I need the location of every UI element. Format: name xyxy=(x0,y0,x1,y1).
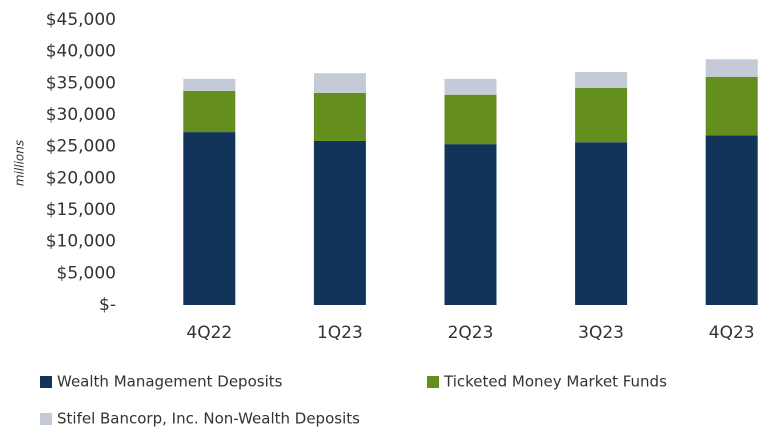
x-tick-label: 1Q23 xyxy=(317,323,363,343)
legend-label: Wealth Management Deposits xyxy=(57,373,283,391)
bar-segment xyxy=(575,142,628,305)
y-tick-label: $45,000 xyxy=(46,10,116,30)
x-tick-label: 3Q23 xyxy=(578,323,624,343)
legend-swatch xyxy=(40,413,52,425)
y-tick-label: $40,000 xyxy=(46,42,116,62)
legend-label: Ticketed Money Market Funds xyxy=(443,373,667,391)
x-tick-label: 2Q23 xyxy=(448,323,494,343)
legend-label: Stifel Bancorp, Inc. Non-Wealth Deposits xyxy=(57,410,360,428)
y-tick-label: $35,000 xyxy=(46,73,116,93)
bar-segment xyxy=(575,87,628,143)
bar-segment xyxy=(183,78,236,91)
y-tick-label: $25,000 xyxy=(46,137,116,157)
y-tick-label: $20,000 xyxy=(46,168,116,188)
bar-segment xyxy=(705,59,758,77)
y-tick-label: $- xyxy=(99,295,116,315)
y-tick-label: $5,000 xyxy=(57,263,116,283)
legend-swatch xyxy=(427,376,439,388)
x-tick-label: 4Q22 xyxy=(186,323,232,343)
bar-segment xyxy=(313,140,366,305)
bar-segment xyxy=(183,90,236,133)
y-tick-label: $30,000 xyxy=(46,105,116,125)
bar-segment xyxy=(313,73,366,93)
bar-segment xyxy=(705,77,758,136)
y-tick-label: $10,000 xyxy=(46,232,116,252)
y-tick-label: $15,000 xyxy=(46,200,116,220)
x-tick-label: 4Q23 xyxy=(709,323,755,343)
bar-segment xyxy=(575,71,628,88)
legend-swatch xyxy=(40,376,52,388)
y-axis-label: millions xyxy=(13,140,27,186)
bar-segment xyxy=(444,78,497,95)
bar-segment xyxy=(183,132,236,305)
bar-segment xyxy=(444,94,497,145)
bar-segment xyxy=(444,144,497,305)
bar-segment xyxy=(313,92,366,141)
bar-segment xyxy=(705,135,758,305)
